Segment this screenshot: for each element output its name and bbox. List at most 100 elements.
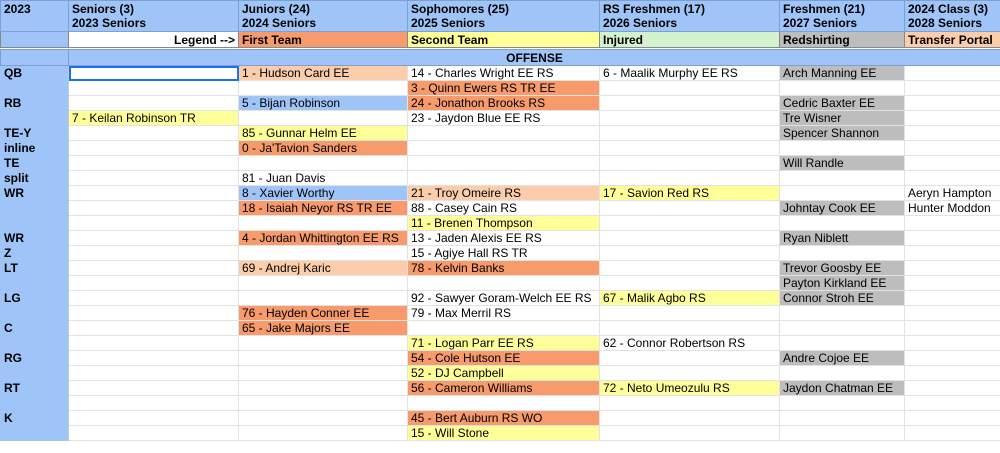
empty-cell — [238, 425, 408, 441]
empty-cell — [68, 170, 239, 186]
player-cell: 17 - Savion Red RS — [599, 185, 780, 201]
player-cell: Arch Manning EE — [779, 65, 905, 81]
player-cell: Andre Cojoe EE — [779, 350, 905, 366]
position-label: QB — [0, 65, 69, 81]
position-label — [0, 335, 69, 351]
empty-cell — [68, 410, 239, 426]
empty-cell — [238, 395, 408, 411]
empty-cell — [779, 170, 905, 186]
empty-cell — [68, 95, 239, 111]
empty-cell — [68, 185, 239, 201]
data-row: split 81 - Juan Davis — [0, 170, 1000, 186]
player-cell: 78 - Kelvin Banks — [407, 260, 600, 276]
data-row: TE-Y 85 - Gunnar Helm EE Spencer Shannon — [0, 125, 1000, 141]
column-subtitle: 2025 Seniors — [411, 16, 486, 30]
player-cell: Aeryn Hampton — [904, 185, 1000, 201]
empty-cell — [599, 425, 780, 441]
data-row: 76 - Hayden Conner EE 79 - Max Merril RS — [0, 305, 1000, 321]
data-row: 15 - Will Stone — [0, 425, 1000, 441]
position-label — [0, 215, 69, 231]
player-cell: 62 - Connor Robertson RS — [599, 335, 780, 351]
player-cell: Connor Stroh EE — [779, 290, 905, 306]
position-label: RT — [0, 380, 69, 396]
data-row: RB 5 - Bijan Robinson 24 - Jonathon Brooks… — [0, 95, 1000, 111]
empty-cell — [68, 350, 239, 366]
position-label: RG — [0, 350, 69, 366]
empty-cell — [904, 170, 1000, 186]
player-cell: Trevor Goosby EE — [779, 260, 905, 276]
column-header: Juniors (24) 2024 Seniors — [238, 0, 408, 32]
empty-cell — [904, 305, 1000, 321]
empty-cell — [68, 395, 239, 411]
position-label: TE-Y — [0, 125, 69, 141]
empty-cell — [238, 245, 408, 261]
empty-cell — [599, 125, 780, 141]
column-subtitle: 2023 Seniors — [72, 16, 147, 30]
empty-cell — [238, 335, 408, 351]
empty-cell — [68, 200, 239, 216]
empty-cell — [599, 320, 780, 336]
column-subtitle: 2027 Seniors — [783, 16, 858, 30]
empty-cell — [407, 320, 600, 336]
empty-cell — [407, 170, 600, 186]
player-cell: 54 - Cole Hutson EE — [407, 350, 600, 366]
player-cell: Hunter Moddon — [904, 200, 1000, 216]
empty-cell — [904, 260, 1000, 276]
empty-cell — [599, 365, 780, 381]
empty-cell — [407, 140, 600, 156]
player-cell: 8 - Xavier Worthy — [238, 185, 408, 201]
empty-cell — [238, 290, 408, 306]
player-cell: 71 - Logan Parr EE RS — [407, 335, 600, 351]
empty-cell — [68, 230, 239, 246]
column-header: 2024 Class (3) 2028 Seniors — [904, 0, 1000, 32]
empty-cell — [599, 230, 780, 246]
empty-cell — [599, 410, 780, 426]
player-cell: 11 - Brenen Thompson — [407, 215, 600, 231]
column-title: Juniors (24) — [242, 2, 311, 16]
row-header — [0, 49, 69, 66]
empty-cell — [68, 65, 239, 81]
empty-cell — [779, 305, 905, 321]
empty-cell — [779, 335, 905, 351]
player-cell: 23 - Jaydon Blue EE RS — [407, 110, 600, 126]
player-cell: Tre Wisner — [779, 110, 905, 126]
empty-cell — [904, 155, 1000, 171]
empty-cell — [779, 365, 905, 381]
position-label — [0, 80, 69, 96]
gap-cell — [0, 47, 1000, 50]
empty-cell — [904, 290, 1000, 306]
empty-cell — [68, 305, 239, 321]
player-cell: Ryan Niblett — [779, 230, 905, 246]
empty-cell — [904, 80, 1000, 96]
empty-cell — [904, 395, 1000, 411]
position-label: K — [0, 410, 69, 426]
empty-cell — [407, 125, 600, 141]
column-subtitle: 2026 Seniors — [603, 16, 678, 30]
position-label: C — [0, 320, 69, 336]
position-label: inline — [0, 140, 69, 156]
player-cell: 15 - Agiye Hall RS TR — [407, 245, 600, 261]
empty-cell — [904, 410, 1000, 426]
empty-cell — [904, 95, 1000, 111]
data-row: QB 1 - Hudson Card EE 14 - Charles Wright … — [0, 65, 1000, 81]
empty-cell — [407, 275, 600, 291]
empty-cell — [68, 215, 239, 231]
empty-cell — [904, 140, 1000, 156]
player-cell: Payton Kirkland EE — [779, 275, 905, 291]
legend-item: Injured — [599, 31, 780, 48]
empty-cell — [407, 395, 600, 411]
data-row: 11 - Brenen Thompson — [0, 215, 1000, 231]
player-cell: Jaydon Chatman EE — [779, 380, 905, 396]
column-header: RS Freshmen (17) 2026 Seniors — [599, 0, 780, 32]
empty-cell — [68, 380, 239, 396]
empty-cell — [904, 380, 1000, 396]
empty-cell — [779, 320, 905, 336]
empty-cell — [904, 125, 1000, 141]
empty-cell — [779, 80, 905, 96]
position-label — [0, 395, 69, 411]
empty-cell — [599, 305, 780, 321]
empty-cell — [904, 65, 1000, 81]
empty-cell — [779, 185, 905, 201]
empty-cell — [599, 80, 780, 96]
player-cell: 21 - Troy Omeire RS — [407, 185, 600, 201]
